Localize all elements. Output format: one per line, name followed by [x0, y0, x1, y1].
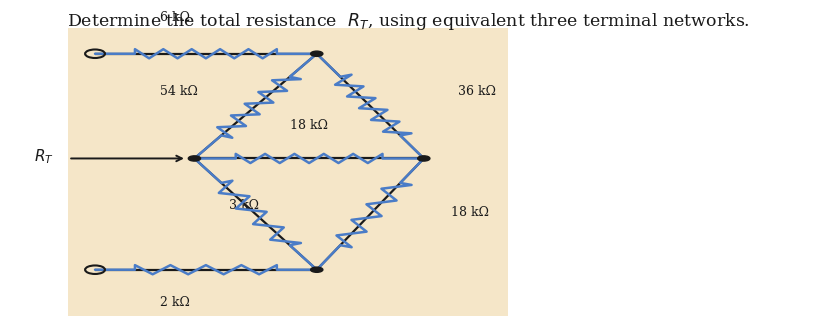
Text: Determine the total resistance  $R_T$, using equivalent three terminal networks.: Determine the total resistance $R_T$, us… [67, 11, 750, 32]
Text: 3 kΩ: 3 kΩ [230, 199, 260, 213]
Text: 18 kΩ: 18 kΩ [290, 119, 328, 132]
Text: $R_T$: $R_T$ [33, 148, 54, 166]
Text: 6 kΩ: 6 kΩ [160, 11, 190, 24]
Text: 36 kΩ: 36 kΩ [458, 85, 496, 98]
Circle shape [310, 267, 323, 272]
Text: 2 kΩ: 2 kΩ [160, 296, 190, 309]
FancyBboxPatch shape [69, 28, 508, 315]
Circle shape [310, 51, 323, 56]
Text: 54 kΩ: 54 kΩ [160, 85, 199, 98]
Circle shape [417, 156, 430, 161]
Circle shape [188, 156, 200, 161]
Text: 18 kΩ: 18 kΩ [450, 206, 489, 219]
